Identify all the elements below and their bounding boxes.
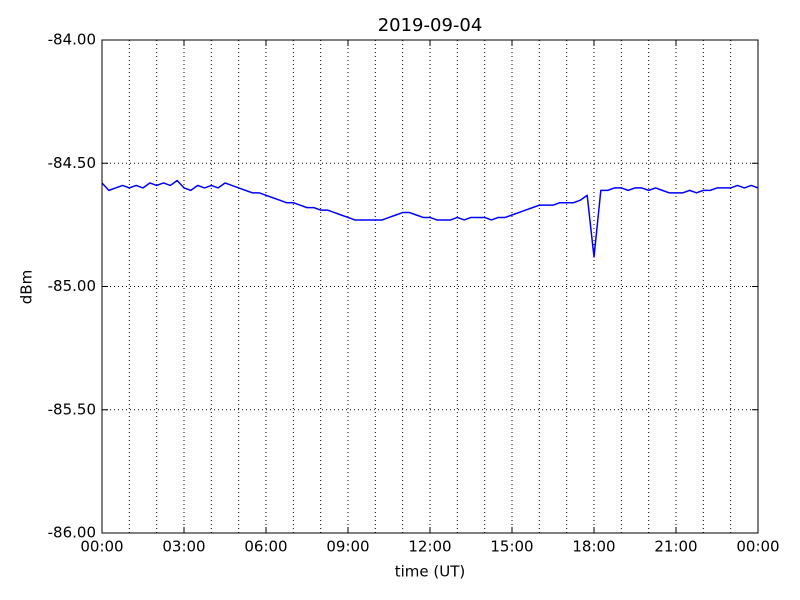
x-tick-label: 12:00 (408, 538, 451, 556)
x-tick-label: 00:00 (80, 538, 123, 556)
y-tick-label: -85.50 (48, 400, 96, 418)
chart-title: 2019-09-04 (378, 15, 483, 36)
y-tick-label: -84.00 (48, 31, 96, 49)
y-tick-label: -86.00 (48, 524, 96, 542)
y-tick-label: -85.00 (48, 277, 96, 295)
y-axis-label: dBm (18, 270, 36, 304)
x-axis-label: time (UT) (395, 563, 466, 581)
x-tick-label: 09:00 (326, 538, 369, 556)
plot-frame (101, 39, 759, 534)
y-tick-label: -84.50 (48, 154, 96, 172)
x-tick-label: 21:00 (654, 538, 697, 556)
x-tick-label: 06:00 (244, 538, 287, 556)
data-line (101, 179, 759, 258)
x-tick-label: 03:00 (162, 538, 205, 556)
x-tick-label: 00:00 (736, 538, 779, 556)
x-tick-label: 15:00 (490, 538, 533, 556)
x-tick-label: 18:00 (572, 538, 615, 556)
